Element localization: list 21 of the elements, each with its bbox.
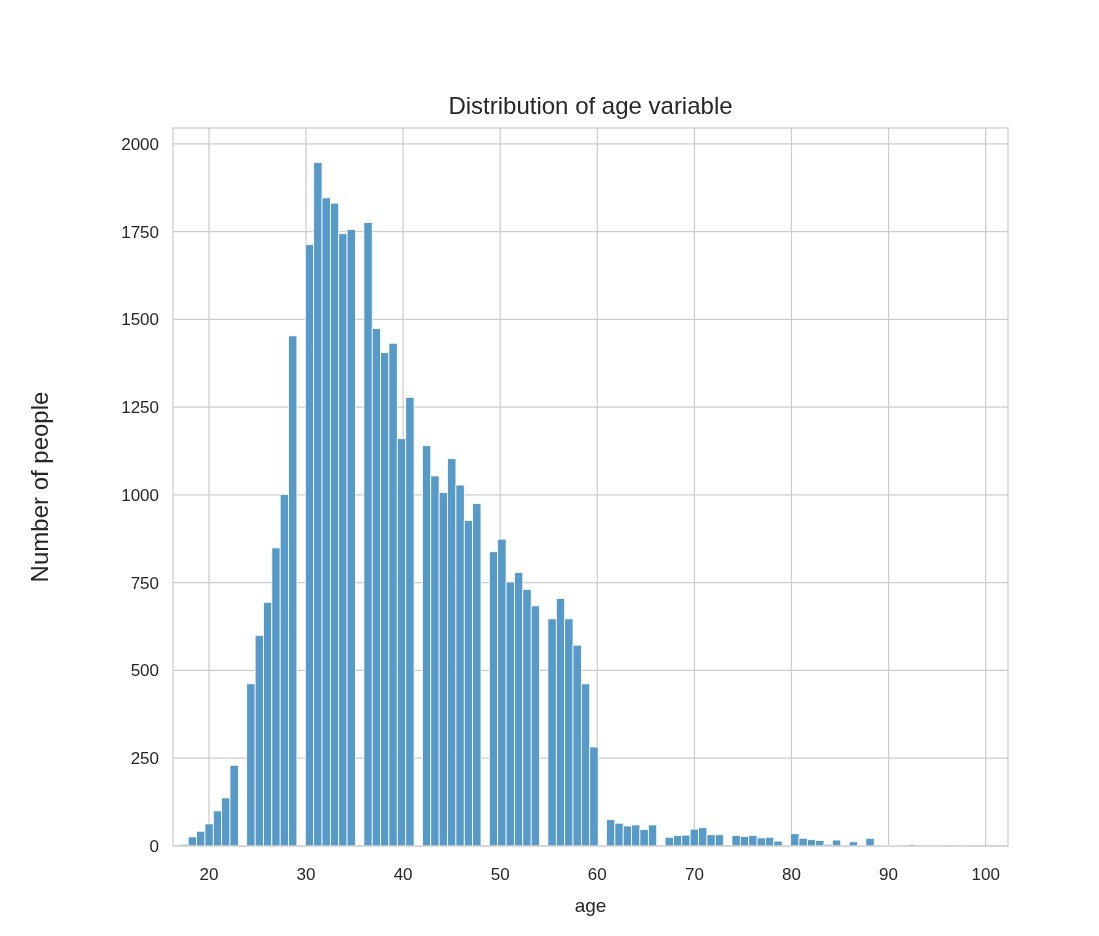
x-axis-title: age bbox=[574, 895, 607, 916]
x-tick-label: 90 bbox=[879, 865, 899, 884]
y-tick-label: 1000 bbox=[121, 485, 159, 505]
x-tick-label: 100 bbox=[971, 865, 1000, 884]
y-tick-label: 2000 bbox=[121, 134, 159, 154]
x-tick-label: 80 bbox=[782, 865, 801, 884]
y-tick-label: 1250 bbox=[121, 398, 159, 418]
x-tick-label: 60 bbox=[587, 865, 607, 884]
x-tick-label: 40 bbox=[393, 865, 413, 884]
x-tick-label: 50 bbox=[490, 865, 510, 884]
x-tick-label: 70 bbox=[684, 865, 704, 884]
y-tick-label: 750 bbox=[130, 573, 159, 593]
chart-title: Distribution of age variable bbox=[448, 92, 733, 119]
y-tick-label: 1500 bbox=[121, 310, 159, 330]
y-axis-title: Number of people bbox=[26, 391, 53, 583]
y-tick-label: 0 bbox=[149, 836, 159, 856]
x-tick-label: 20 bbox=[199, 865, 219, 884]
y-tick-label: 250 bbox=[130, 749, 159, 769]
x-tick-label: 30 bbox=[296, 865, 316, 884]
y-tick-label: 500 bbox=[130, 661, 159, 681]
y-tick-label: 1750 bbox=[121, 222, 159, 242]
